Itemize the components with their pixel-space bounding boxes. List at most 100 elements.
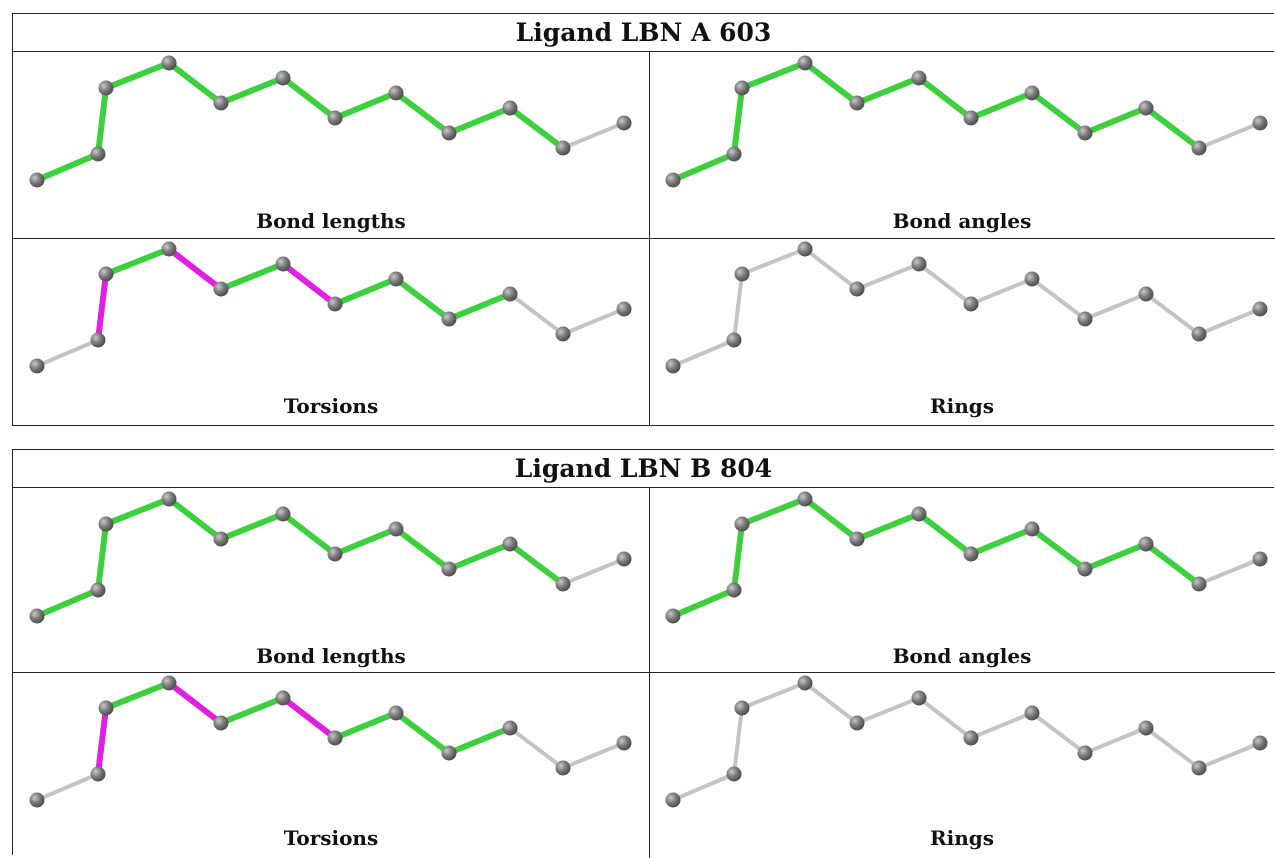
atom bbox=[388, 705, 404, 721]
bond-neutral bbox=[1197, 741, 1262, 770]
bond-neutral bbox=[561, 307, 626, 336]
atom bbox=[963, 110, 979, 126]
grid-divider-horizontal bbox=[13, 238, 1275, 239]
bond-good bbox=[1029, 90, 1088, 136]
bond-good bbox=[916, 75, 974, 121]
atom bbox=[1077, 125, 1093, 141]
atom bbox=[963, 296, 979, 312]
atom bbox=[665, 172, 681, 188]
atom bbox=[963, 730, 979, 746]
atom bbox=[327, 296, 343, 312]
atom bbox=[502, 286, 518, 302]
bond-good bbox=[854, 75, 922, 106]
bond-neutral bbox=[1030, 711, 1087, 755]
bond-neutral bbox=[561, 741, 626, 770]
molecule-drawing bbox=[665, 241, 1268, 374]
atom bbox=[98, 516, 114, 532]
bond-neutral bbox=[855, 696, 921, 725]
bond-neutral bbox=[1144, 292, 1201, 336]
bond-neutral bbox=[1197, 307, 1262, 336]
bond-good bbox=[393, 90, 452, 136]
atom bbox=[90, 332, 106, 348]
atom bbox=[1138, 100, 1154, 116]
bond-good bbox=[332, 90, 399, 121]
bond-good bbox=[968, 526, 1035, 557]
panel-rings: Rings bbox=[649, 672, 1275, 856]
bond-good bbox=[1029, 526, 1088, 572]
bond-good bbox=[103, 680, 172, 711]
bond-outlier bbox=[280, 695, 338, 741]
atom bbox=[441, 311, 457, 327]
atom bbox=[555, 326, 571, 342]
atom bbox=[665, 792, 681, 808]
bond-neutral bbox=[803, 681, 859, 725]
atom bbox=[502, 536, 518, 552]
atom bbox=[213, 281, 229, 297]
bond-good bbox=[739, 496, 808, 527]
molecule-drawing bbox=[665, 55, 1268, 188]
bond-neutral bbox=[740, 247, 807, 276]
atom bbox=[1138, 536, 1154, 552]
panel-bond-lengths: Bond lengths bbox=[13, 488, 649, 672]
atom bbox=[161, 241, 177, 257]
atom bbox=[441, 745, 457, 761]
bond-good bbox=[103, 60, 172, 91]
atom bbox=[1077, 311, 1093, 327]
bond-good bbox=[731, 521, 745, 593]
atom bbox=[734, 266, 750, 282]
panel-bond-lengths: Bond lengths bbox=[13, 52, 649, 238]
ligand-table-1: Ligand LBN A 603 Bond lengths Bond angle… bbox=[12, 13, 1275, 426]
atom bbox=[441, 561, 457, 577]
bond-good bbox=[670, 587, 737, 619]
atom bbox=[275, 70, 291, 86]
bond-good bbox=[95, 85, 109, 157]
atom bbox=[616, 735, 632, 751]
atom bbox=[161, 675, 177, 691]
atom bbox=[98, 80, 114, 96]
bond-neutral bbox=[671, 338, 736, 368]
bond-neutral bbox=[508, 292, 565, 336]
bond-neutral bbox=[1030, 277, 1087, 321]
atom bbox=[555, 576, 571, 592]
bond-neutral bbox=[1083, 292, 1148, 321]
atom bbox=[734, 700, 750, 716]
panel-label: Bond angles bbox=[892, 209, 1032, 233]
atom bbox=[616, 115, 632, 131]
bond-neutral bbox=[740, 681, 807, 710]
bond-good bbox=[731, 85, 745, 157]
bond-good bbox=[446, 105, 513, 136]
atom bbox=[29, 608, 45, 624]
atom bbox=[213, 95, 229, 111]
bond-good bbox=[393, 526, 452, 572]
bond-good bbox=[34, 151, 101, 183]
bond-neutral bbox=[561, 121, 626, 150]
bond-good bbox=[802, 60, 860, 106]
atom bbox=[275, 506, 291, 522]
atom bbox=[29, 792, 45, 808]
bond-good bbox=[280, 511, 338, 557]
panel-bond-angles: Bond angles bbox=[649, 488, 1275, 672]
bond-good bbox=[218, 261, 286, 292]
atom bbox=[734, 80, 750, 96]
atom bbox=[90, 582, 106, 598]
bond-good bbox=[332, 526, 399, 557]
atom bbox=[90, 766, 106, 782]
molecule-drawing bbox=[29, 241, 632, 374]
atom bbox=[726, 766, 742, 782]
atom bbox=[911, 690, 927, 706]
bond-good bbox=[739, 60, 808, 91]
atom bbox=[849, 95, 865, 111]
panel-label: Torsions bbox=[283, 826, 379, 850]
panel-label: Rings bbox=[929, 826, 994, 850]
atom bbox=[1077, 745, 1093, 761]
atom bbox=[1191, 140, 1207, 156]
bond-neutral bbox=[803, 247, 859, 291]
atom bbox=[797, 491, 813, 507]
atom bbox=[98, 700, 114, 716]
bond-good bbox=[968, 90, 1035, 121]
atom bbox=[911, 70, 927, 86]
molecule-drawing bbox=[665, 675, 1268, 808]
panel-rings: Rings bbox=[649, 238, 1275, 426]
atom bbox=[555, 140, 571, 156]
bond-neutral bbox=[855, 262, 921, 291]
